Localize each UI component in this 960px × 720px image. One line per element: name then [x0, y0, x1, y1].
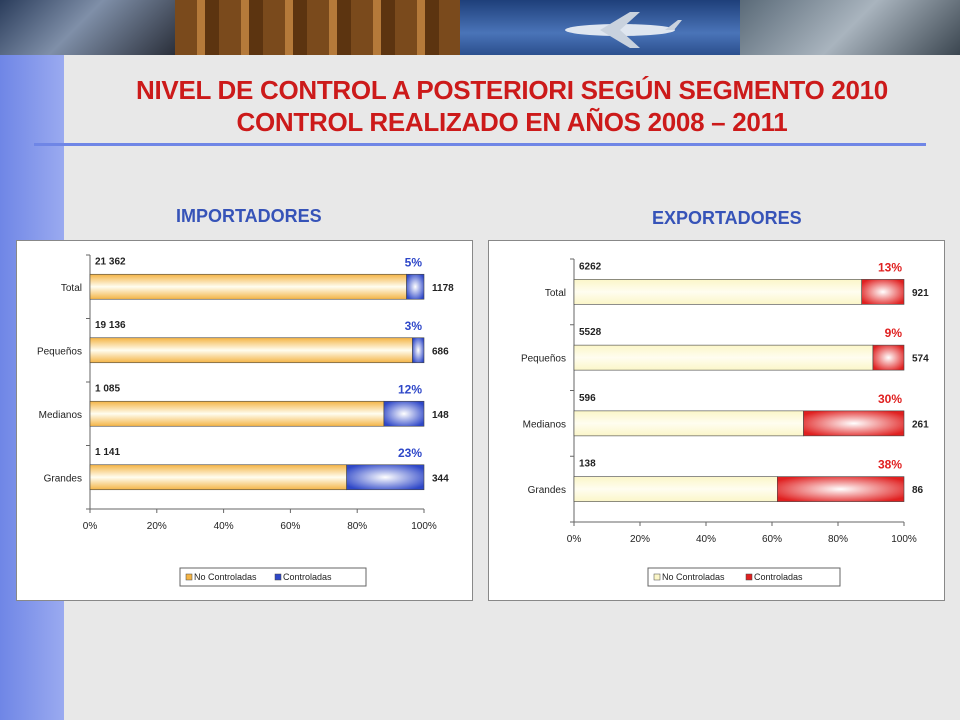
data-label-no-controladas: 5528: [579, 327, 602, 338]
warehouse-photo: [175, 0, 460, 55]
category-label: Medianos: [523, 419, 566, 430]
airplane-icon: [565, 12, 682, 48]
legend-box: [179, 567, 367, 587]
bar-no-controladas: [89, 464, 347, 491]
percent-label: 23%: [398, 446, 422, 460]
percent-label: 9%: [885, 326, 903, 340]
data-label-no-controladas: 1 085: [95, 383, 120, 394]
legend-swatch-controladas: [745, 573, 753, 581]
header-photo-banner: [0, 0, 960, 55]
category-label: Total: [545, 288, 566, 299]
bar-controladas: [861, 279, 905, 305]
data-label-no-controladas: 19 136: [95, 320, 126, 331]
bar-no-controladas: [89, 273, 407, 300]
x-tick-label: 0%: [567, 534, 582, 545]
x-tick-label: 40%: [214, 521, 234, 532]
percent-label: 38%: [878, 458, 902, 472]
data-label-no-controladas: 138: [579, 459, 596, 470]
bar-controladas: [346, 464, 425, 491]
legend-swatch-controladas: [274, 573, 282, 581]
data-label-controladas: 574: [912, 354, 929, 365]
category-label: Grandes: [44, 473, 82, 484]
x-tick-label: 80%: [828, 534, 848, 545]
bar-controladas: [406, 273, 425, 300]
x-tick-label: 20%: [630, 534, 650, 545]
data-label-no-controladas: 21 362: [95, 256, 126, 267]
x-tick-label: 20%: [147, 521, 167, 532]
bar-no-controladas: [573, 344, 874, 371]
title-line-1: NIVEL DE CONTROL A POSTERIORI SEGÚN SEGM…: [136, 75, 888, 105]
bar-controladas: [872, 344, 905, 371]
percent-label: 30%: [878, 392, 902, 406]
chart-panel-importadores: 0% 20% 40% 60% 80% 100% Total 21 362 1178 5% Peque…: [16, 240, 473, 601]
x-tick-label: 100%: [891, 534, 917, 545]
bar-controladas: [412, 337, 425, 364]
data-label-no-controladas: 596: [579, 393, 596, 404]
chart-panel-exportadores: 0% 20% 40% 60% 80% 100% Total 6262 921 13% Pequeño…: [488, 240, 945, 601]
legend-swatch-no-controladas: [185, 573, 193, 581]
title-underline: [34, 143, 926, 146]
chart-exportadores: 0% 20% 40% 60% 80% 100% Total 6262 921 13% Pequeño…: [521, 258, 929, 587]
data-label-controladas: 148: [432, 410, 449, 421]
section-title-exportadores: EXPORTADORES: [652, 208, 802, 228]
bar-no-controladas: [89, 337, 413, 364]
data-label-controladas: 86: [912, 485, 924, 496]
airplane-photo: [460, 0, 740, 55]
bar-no-controladas: [573, 410, 804, 437]
bar-no-controladas: [573, 279, 862, 305]
category-label: Pequeños: [37, 346, 82, 357]
legend-label-controladas: Controladas: [754, 572, 803, 582]
legend-box: [647, 567, 841, 587]
x-tick-label: 60%: [280, 521, 300, 532]
bar-no-controladas: [89, 400, 385, 427]
x-tick-label: 100%: [411, 521, 437, 532]
x-tick-label: 0%: [83, 521, 98, 532]
x-tick-label: 40%: [696, 534, 716, 545]
legend-label-controladas: Controladas: [283, 572, 332, 582]
port-cranes-photo: [740, 0, 960, 55]
legend-label-no-controladas: No Controladas: [662, 572, 725, 582]
category-label: Medianos: [39, 410, 82, 421]
chart-importadores: 0% 20% 40% 60% 80% 100% Total 21 362 1178 5% Peque…: [37, 254, 454, 587]
bar-controladas: [803, 410, 905, 437]
slide-title: NIVEL DE CONTROL A POSTERIORI SEGÚN SEGM…: [64, 74, 960, 138]
legend-swatch-no-controladas: [653, 573, 661, 581]
percent-label: 3%: [405, 319, 423, 333]
data-label-controladas: 344: [432, 473, 449, 484]
data-label-controladas: 921: [912, 288, 929, 299]
category-label: Total: [61, 283, 82, 294]
x-tick-label: 60%: [762, 534, 782, 545]
data-label-controladas: 261: [912, 419, 929, 430]
percent-label: 5%: [405, 255, 423, 269]
data-label-no-controladas: 6262: [579, 261, 602, 272]
data-label-controladas: 1178: [432, 283, 454, 294]
data-label-no-controladas: 1 141: [95, 447, 120, 458]
category-label: Pequeños: [521, 354, 566, 365]
category-label: Grandes: [528, 485, 566, 496]
percent-label: 13%: [878, 260, 902, 274]
bar-controladas: [383, 400, 425, 427]
legend-label-no-controladas: No Controladas: [194, 572, 257, 582]
percent-label: 12%: [398, 382, 422, 396]
x-tick-label: 80%: [347, 521, 367, 532]
bar-no-controladas: [573, 476, 778, 502]
truck-photo: [0, 0, 175, 55]
bar-controladas: [777, 476, 905, 502]
section-title-importadores: IMPORTADORES: [176, 206, 322, 226]
title-line-2: CONTROL REALIZADO EN AÑOS 2008 – 2011: [236, 107, 788, 137]
data-label-controladas: 686: [432, 346, 449, 357]
